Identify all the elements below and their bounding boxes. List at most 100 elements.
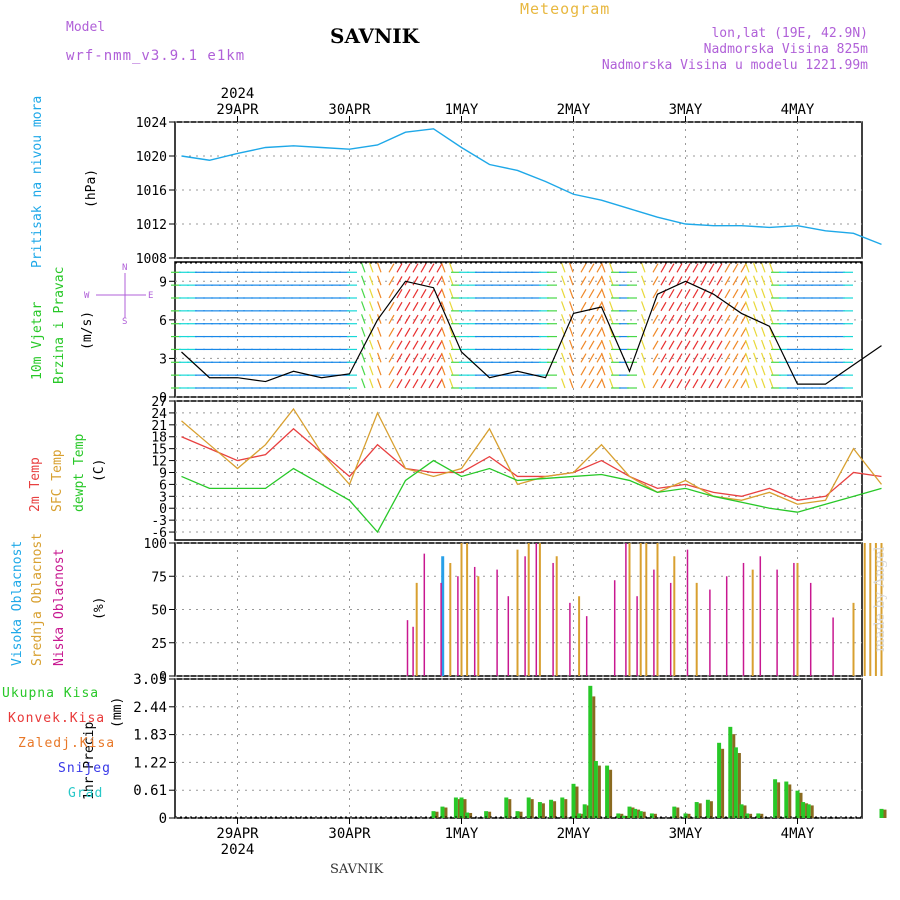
precip-bar [728, 726, 733, 818]
wind-arrow [588, 366, 595, 376]
precip-bar [484, 811, 489, 818]
wind-arrow [441, 365, 446, 376]
wind-arrow [692, 353, 699, 363]
wind-arrow [580, 353, 587, 363]
wind-arrow [436, 340, 443, 350]
wind-arrow [561, 378, 566, 389]
precip-bar [440, 806, 445, 818]
wind-arrow [580, 327, 587, 337]
wind-arrow [441, 352, 446, 363]
wind-arrow [745, 365, 750, 376]
wind-arrow [641, 339, 646, 350]
wind-arrow [668, 276, 675, 286]
wind-arrow [732, 289, 739, 299]
top-date-label: 1MAY [445, 102, 479, 118]
wind-arrow [761, 365, 766, 376]
wind-arrow [561, 275, 566, 286]
wind-arrow [700, 301, 707, 312]
wind-arrow [753, 275, 758, 286]
wind-ytick-label: 0 [159, 391, 167, 406]
temp-ytick-label: 12 [151, 455, 167, 470]
wind-arrow [716, 301, 723, 312]
wind-arrow [732, 340, 739, 350]
panel-frame-temp [174, 400, 863, 541]
wind-arrow [740, 263, 747, 273]
precip-bar [739, 804, 744, 818]
wind-arrow [684, 301, 691, 312]
wind-arrow [753, 326, 758, 337]
wind-arrow [588, 353, 595, 363]
wind-arrow [684, 340, 691, 350]
wind-arrow [700, 379, 707, 389]
wind-arrow [609, 352, 614, 363]
wind-arrow [641, 314, 646, 324]
pressure-ytick-label: 1016 [136, 184, 167, 199]
precip-unit: (mm) [110, 696, 125, 728]
precip-bar-konvek [732, 734, 736, 818]
wind-arrow [361, 326, 366, 337]
wind-arrow [588, 289, 595, 299]
wind-arrow [596, 263, 603, 273]
wind-arrow [412, 366, 419, 376]
wind-arrow [668, 340, 675, 350]
wind-arrow [641, 275, 646, 286]
compass-s: S [122, 317, 127, 327]
wind-arrow [420, 301, 427, 312]
bottom-year-label: 2024 [221, 842, 255, 858]
temp-unit: (C) [92, 458, 107, 482]
wind-arrow [580, 263, 587, 273]
wind-arrow [745, 339, 750, 350]
bottom-date-label: 30APR [328, 826, 371, 842]
wind-arrow [449, 275, 454, 286]
wind-arrow [684, 353, 691, 363]
wind-arrow [724, 263, 731, 273]
cloud-low-label: Niska Oblacnost [52, 548, 67, 666]
wind-arrow [428, 353, 435, 363]
wind-arrow [684, 379, 691, 389]
wind-arrow [641, 301, 646, 312]
wind-arrow [580, 379, 587, 389]
wind-arrow [388, 327, 395, 337]
wind-arrow [377, 275, 382, 286]
elevation-text: Nadmorska Visina 825m [703, 42, 868, 57]
wind-arrow [569, 275, 574, 286]
precip-bar-konvek [463, 799, 467, 818]
temp-ytick-label: 21 [151, 419, 167, 434]
wind-arrow [692, 314, 699, 325]
wind-arrow [420, 263, 427, 273]
precip-bar-konvek [586, 805, 590, 818]
wind-arrow [732, 276, 739, 286]
wind-arrow [436, 314, 443, 325]
wind-arrow [652, 289, 659, 299]
wind-arrow [700, 263, 707, 273]
wind-arrow [369, 275, 374, 286]
precip-ytick-label: 1.22 [133, 755, 167, 771]
wind-arrow [769, 365, 774, 376]
wind-arrow [412, 263, 419, 273]
wind-arrow [436, 353, 443, 363]
precip-bar-konvek [469, 812, 473, 818]
precip-bar [627, 806, 632, 818]
precip-bar-konvek [721, 748, 725, 818]
wind-arrow [745, 262, 750, 273]
wind-arrow [761, 288, 766, 299]
wind-arrow [668, 366, 675, 376]
wind-arrow [609, 314, 614, 324]
wind-arrow [761, 352, 766, 363]
wind-arrow [761, 314, 766, 324]
precip-bar [549, 799, 554, 818]
wind-arrow [441, 326, 446, 337]
wind-arrow [732, 366, 739, 376]
precip-bar [694, 802, 699, 818]
wind-arrow [436, 379, 443, 389]
wind-arrow [652, 379, 659, 389]
wind-arrow [716, 263, 723, 273]
precip-bar-konvek [709, 801, 713, 818]
wind-arrow [668, 263, 675, 273]
wind-arrow [412, 314, 419, 325]
legend-ukupna: Ukupna Kisa [2, 686, 100, 701]
precip-bar-konvek [508, 799, 512, 818]
wind-arrow [388, 276, 395, 286]
wind-arrow [569, 262, 574, 273]
wind-arrow [660, 314, 667, 325]
